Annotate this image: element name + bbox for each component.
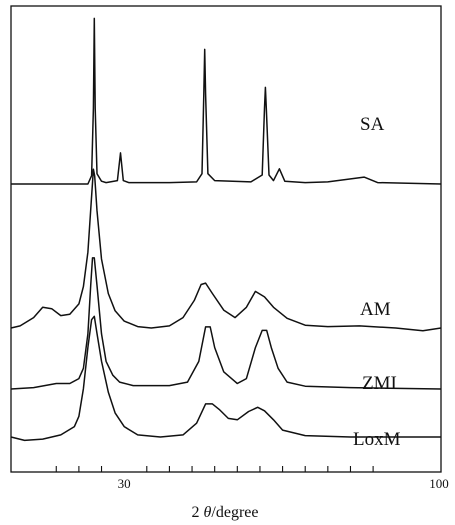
x-axis-title: 2 θ/degree <box>192 504 259 521</box>
trace-sa <box>11 17 442 185</box>
series-label-loxm: LoxM <box>353 429 401 450</box>
series-labels: SA AM ZMI LoxM <box>353 114 401 450</box>
x-tick-label-100: 100 <box>429 476 449 491</box>
x-axis-ticks <box>55 466 374 472</box>
series-label-am: AM <box>360 299 391 320</box>
x-axis-title-prefix: 2 <box>192 504 200 521</box>
series-label-sa: SA <box>360 114 385 135</box>
x-tick-label-30: 30 <box>118 476 131 491</box>
series-label-zmi: ZMI <box>362 373 397 394</box>
series-traces <box>10 17 442 442</box>
trace-zmi <box>10 257 442 390</box>
plot-frame <box>10 5 442 473</box>
trace-loxm <box>10 315 441 442</box>
x-axis-title-suffix: /degree <box>211 504 258 521</box>
trace-am <box>10 168 442 332</box>
x-axis-tick-labels: 30 100 <box>118 476 449 491</box>
x-axis-title-symbol: θ <box>204 504 212 521</box>
